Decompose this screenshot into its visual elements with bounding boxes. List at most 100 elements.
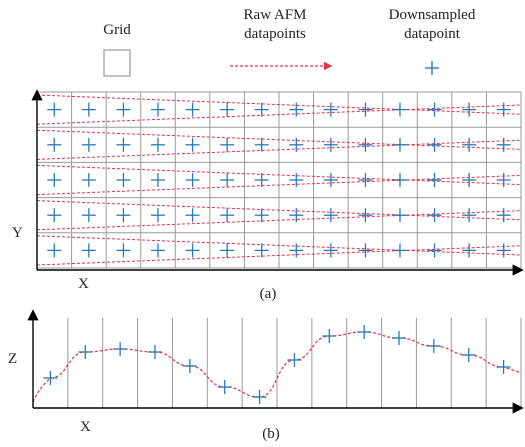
downsampled-point [220, 243, 235, 258]
downsampled-point [81, 243, 96, 258]
downsampled-point [43, 371, 58, 385]
downsampled-point [47, 208, 62, 223]
downsampled-point [358, 208, 373, 223]
downsampled-point [358, 102, 373, 117]
downsampled-point [323, 243, 338, 258]
downsampled-point [496, 102, 511, 117]
legend-plus-icon [425, 61, 439, 75]
downsampled-point [427, 102, 442, 117]
downsampled-point [47, 137, 62, 152]
downsampled-point [323, 208, 338, 223]
raw-scan-line [36, 210, 522, 231]
downsampled-point [289, 173, 304, 187]
downsampled-point [116, 102, 131, 117]
downsampled-point [393, 137, 407, 152]
raw-scan-line [36, 94, 522, 115]
downsampled-point [322, 329, 337, 343]
downsampled-point [323, 173, 338, 187]
raw-scan-line [36, 104, 522, 125]
downsampled-point [81, 173, 96, 187]
downsampled-point [151, 137, 165, 152]
raw-scan-line [36, 235, 522, 256]
panel-a-caption: (a) [260, 286, 277, 302]
downsampled-point [116, 243, 131, 258]
downsampled-point [427, 137, 442, 152]
downsampled-point [254, 137, 269, 152]
legend-down-label-line1: Downsampled [389, 7, 476, 23]
downsampled-point [116, 137, 131, 152]
downsampled-point [358, 137, 373, 152]
downsampled-point [81, 208, 96, 223]
downsampled-point [47, 173, 62, 187]
downsampled-point [496, 137, 511, 152]
downsampled-point [462, 137, 477, 152]
downsampled-point [358, 243, 373, 258]
downsampled-point [151, 243, 165, 258]
downsampled-point [289, 102, 304, 117]
legend-down-label-line2: datapoint [404, 26, 461, 42]
downsampled-point [47, 102, 62, 117]
downsampled-point [496, 243, 511, 258]
downsampled-point [462, 173, 477, 187]
downsampled-point [185, 243, 200, 258]
downsampled-point [252, 390, 267, 404]
downsampled-point [81, 102, 96, 117]
panel-b-downsampled-points [43, 325, 511, 404]
downsampled-point [323, 137, 338, 152]
raw-scan-line [36, 200, 522, 221]
legend-grid-label: Grid [103, 22, 131, 38]
panel-b-grid [67, 318, 522, 408]
downsampled-point [47, 243, 62, 258]
raw-scan-line [36, 129, 522, 150]
downsampled-point [462, 243, 477, 258]
panel-a-raw-paths [36, 94, 522, 266]
legend-raw-label-line1: Raw AFM [244, 7, 307, 23]
downsampled-point [254, 208, 269, 223]
downsampled-point [185, 173, 200, 187]
downsampled-point [426, 339, 441, 353]
downsampled-point [358, 173, 373, 187]
downsampled-point [289, 208, 304, 223]
raw-scan-line [36, 164, 522, 186]
downsampled-point [151, 208, 165, 223]
downsampled-point [392, 331, 406, 345]
downsampled-point [393, 208, 407, 223]
downsampled-point [496, 208, 511, 223]
panel-b: Z X (b) [8, 309, 524, 442]
downsampled-point [113, 342, 128, 356]
downsampled-point [427, 208, 442, 223]
downsampled-point [462, 102, 477, 117]
downsampled-point [220, 137, 235, 152]
downsampled-point [393, 173, 407, 187]
downsampled-point [220, 102, 235, 117]
downsampled-point [357, 325, 372, 339]
downsampled-point [185, 208, 200, 223]
downsampled-point [287, 353, 302, 367]
downsampled-point [461, 348, 476, 362]
downsampled-point [254, 102, 269, 117]
downsampled-point [151, 102, 165, 117]
downsampled-point [427, 173, 442, 187]
downsampled-point [496, 173, 511, 187]
panel-b-z-label: Z [8, 351, 17, 367]
downsampled-point [289, 137, 304, 152]
downsampled-point [182, 359, 197, 373]
downsampled-point [81, 137, 96, 152]
panel-a-y-label: Y [12, 225, 23, 241]
downsampled-point [496, 360, 511, 374]
panel-a: Y X (a) [12, 89, 524, 302]
downsampled-point [116, 173, 131, 187]
raw-scan-line [36, 139, 522, 160]
downsampled-point [254, 173, 269, 187]
downsampled-point [148, 345, 162, 359]
downsampled-point [116, 208, 131, 223]
panel-a-grid [36, 91, 522, 269]
downsampled-point [393, 243, 407, 258]
downsampled-point [393, 102, 407, 117]
downsampled-point [220, 173, 235, 187]
downsampled-point [185, 102, 200, 117]
downsampled-point [217, 380, 232, 394]
legend: Grid Raw AFM datapoints Downsampled data… [103, 7, 476, 77]
downsampled-point [151, 173, 165, 187]
